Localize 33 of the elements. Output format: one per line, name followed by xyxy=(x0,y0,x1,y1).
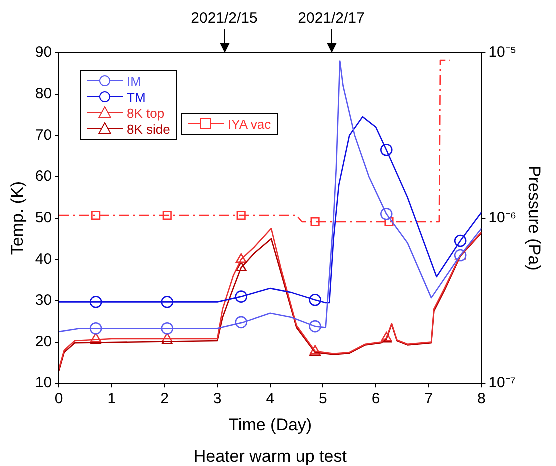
y2-tick-label: 10⁻⁶ xyxy=(488,209,517,226)
y-tick-label: 80 xyxy=(35,85,52,102)
x-tick-label: 5 xyxy=(319,390,328,408)
x-tick-label: 8 xyxy=(478,390,486,408)
y2-tick-label: 10⁻⁷ xyxy=(488,374,516,392)
legend-label: 8K top xyxy=(127,106,165,120)
y-tick-label: 90 xyxy=(35,44,52,62)
y-axis-title: Temp. (K) xyxy=(8,181,27,256)
x-tick-label: 0 xyxy=(54,390,64,408)
y-tick-label: 70 xyxy=(35,126,52,144)
y2-axis-title: Pressure (Pa) xyxy=(525,166,544,271)
y2-tick-label: 10⁻⁵ xyxy=(488,44,517,62)
y-tick-label: 10 xyxy=(35,374,52,392)
legend-label: TM xyxy=(127,90,146,104)
legend-frame: IYA vac xyxy=(181,113,278,135)
text: Heater warm up test xyxy=(194,447,348,466)
y-tick-label: 40 xyxy=(35,250,52,268)
x-tick-label: 6 xyxy=(372,390,380,408)
legend-label: IM xyxy=(127,74,142,88)
y-tick-label: 60 xyxy=(35,168,52,186)
x-tick-label: 2 xyxy=(160,390,169,408)
y-tick-label: 30 xyxy=(35,292,52,310)
x-axis-title: Time (Day) xyxy=(228,415,312,434)
legend-label: 8K side xyxy=(127,122,170,136)
x-tick-label: 1 xyxy=(108,390,116,408)
legend-label: IYA vac xyxy=(228,116,272,132)
y-tick-label: 20 xyxy=(35,333,52,350)
text: 2021/2/17 xyxy=(298,10,365,27)
x-tick-label: 3 xyxy=(213,390,222,408)
text: 2021/2/15 xyxy=(191,10,258,27)
x-tick-label: 4 xyxy=(266,390,275,408)
x-tick-label: 7 xyxy=(424,390,434,408)
y-tick-label: 50 xyxy=(35,209,52,226)
